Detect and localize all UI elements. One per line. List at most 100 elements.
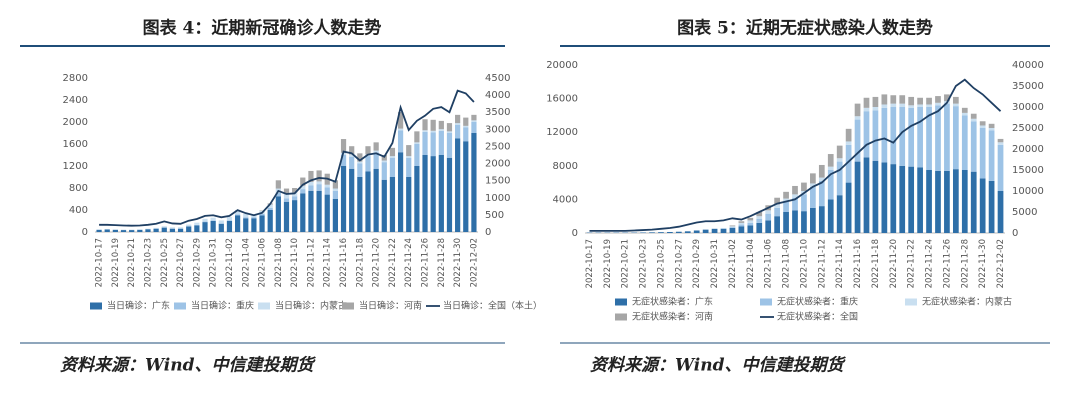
bar-segment: [120, 230, 127, 232]
x-tick-label: 2022-11-02: [225, 238, 235, 287]
bar-segment: [818, 164, 825, 178]
x-tick-label: 2022-10-19: [111, 238, 121, 287]
bar-segment: [243, 217, 249, 219]
bar-segment: [381, 160, 387, 163]
bar-segment: [357, 161, 363, 164]
x-tick-label: 2022-11-12: [817, 239, 827, 288]
bar-segment: [234, 215, 241, 232]
x-tick-label: 2022-11-26: [421, 238, 431, 287]
bar-segment: [324, 194, 330, 232]
legend-label: 当日确诊：内蒙古: [275, 300, 347, 312]
bar-segment: [944, 170, 950, 233]
bar-segment: [446, 133, 453, 158]
x-tick-label: 2022-11-14: [835, 239, 845, 288]
bar-segment: [300, 193, 306, 232]
bar-segment: [747, 225, 754, 233]
x-tick-label: 2022-11-06: [258, 238, 268, 287]
bar-segment: [845, 144, 852, 183]
bar-segment: [836, 161, 843, 196]
bar-segment: [899, 107, 906, 166]
chart-title: 图表 5：近期无症状感染人数走势: [677, 18, 933, 39]
bar-segment: [890, 95, 897, 104]
bar-segment: [177, 228, 184, 232]
x-tick-label: 2022-11-30: [453, 238, 463, 287]
bar-segment: [970, 118, 977, 122]
bar-segment: [308, 181, 314, 186]
bar-segment: [324, 187, 330, 195]
bar-segment: [365, 146, 371, 155]
bar-segment: [747, 217, 754, 221]
bar-segment: [863, 111, 870, 158]
y2-tick-label: 3000: [485, 124, 510, 135]
bar-segment: [747, 220, 754, 223]
bar-segment: [872, 107, 879, 111]
bar-segment: [218, 223, 224, 224]
bar-segment: [259, 213, 265, 216]
bar-segment: [316, 184, 322, 191]
source-note: 资料来源：Wind、中信建投期货: [60, 356, 316, 376]
bar-segment: [455, 138, 461, 232]
bar-segment: [729, 226, 736, 228]
bar-segment: [988, 130, 995, 181]
bar-segment: [649, 232, 655, 233]
bar-segment: [908, 166, 915, 233]
bar-segment: [471, 133, 477, 232]
bar-segment: [792, 194, 798, 198]
bar-segment: [917, 167, 923, 233]
bar-segment: [226, 221, 233, 232]
bar-segment: [340, 155, 347, 166]
bar-segment: [988, 128, 995, 131]
bar-segment: [267, 207, 273, 210]
bar-segment: [218, 223, 224, 232]
bar-segment: [389, 157, 396, 177]
y-tick-label: 2000: [63, 117, 88, 128]
bar-segment: [997, 138, 1004, 143]
bar-segment: [836, 195, 843, 233]
x-tick-label: 2022-10-31: [209, 238, 219, 287]
y2-tick-label: 20000: [1012, 144, 1044, 155]
bar-segment: [667, 231, 673, 233]
bar-segment: [944, 103, 950, 171]
bar-segment: [446, 131, 453, 133]
y2-tick-label: 2500: [485, 141, 510, 152]
bar-segment: [455, 114, 461, 124]
bar-segment: [397, 112, 404, 129]
bar-segment: [908, 105, 915, 108]
bar-segment: [422, 130, 428, 132]
bar-segment: [935, 170, 941, 233]
bar-segment: [979, 128, 986, 179]
x-tick-label: 2022-11-08: [274, 238, 284, 287]
bar-segment: [389, 147, 396, 157]
bar-segment: [961, 170, 968, 233]
x-tick-label: 2022-10-17: [585, 239, 595, 288]
legend-label: 无症状感染者：河南: [632, 311, 713, 323]
x-tick-label: 2022-11-16: [339, 238, 349, 287]
y-tick-label: 0: [82, 227, 88, 238]
legend-label: 当日确诊：河南: [359, 300, 422, 312]
bar-segment: [316, 170, 322, 182]
bar-segment: [952, 106, 959, 170]
source-note: 资料来源：Wind、中信建投期货: [590, 356, 846, 376]
x-tick-label: 2022-11-18: [355, 238, 365, 287]
y2-tick-label: 3500: [485, 107, 510, 118]
bar-segment: [438, 155, 444, 232]
bar-segment: [259, 215, 265, 232]
bar-segment: [827, 170, 834, 200]
bar-segment: [406, 156, 412, 158]
legend-swatch: [615, 298, 627, 306]
y2-tick-label: 30000: [1012, 102, 1044, 113]
bar-segment: [243, 213, 249, 218]
bar-segment: [926, 107, 932, 170]
bar-segment: [455, 124, 461, 139]
x-tick-label: 2022-10-23: [639, 239, 649, 288]
bar-segment: [349, 154, 355, 157]
bar-segment: [917, 104, 923, 107]
bar-segment: [908, 107, 915, 167]
bar-segment: [926, 104, 932, 107]
legend-label: 当日确诊：重庆: [191, 300, 254, 312]
bar-segment: [275, 180, 281, 189]
bar-segment: [283, 201, 290, 232]
bar-segment: [774, 216, 780, 233]
y-tick-label: 1200: [63, 161, 88, 172]
bar-segment: [881, 94, 888, 105]
